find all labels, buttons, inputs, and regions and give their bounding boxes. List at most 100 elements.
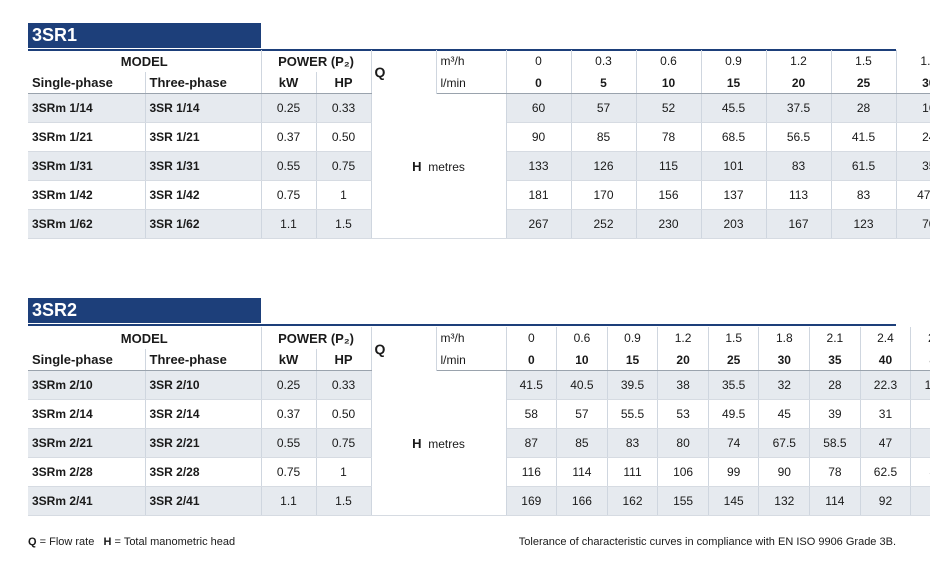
model-header: MODEL	[28, 50, 262, 72]
head-value: 167	[766, 209, 832, 239]
head-value: 40.5	[556, 370, 608, 400]
legend: Q = Flow rate H = Total manometric head	[28, 536, 235, 548]
flow-lmin-value: 15	[701, 72, 767, 94]
flow-lmin-value: 35	[809, 349, 861, 371]
head-value: 90	[758, 457, 811, 487]
power-header: POWER (P₂)	[261, 50, 372, 72]
power-kw: 0.37	[261, 122, 317, 152]
kw-header: kW	[261, 72, 317, 94]
power-kw: 0.75	[261, 457, 317, 487]
power-kw: 0.55	[261, 151, 317, 181]
head-value: 90	[506, 122, 572, 152]
power-hp: 0.33	[316, 370, 372, 400]
head-value: 57	[556, 399, 608, 429]
kw-header: kW	[261, 349, 317, 371]
head-value: 62.5	[860, 457, 912, 487]
flow-lmin-value: 0	[506, 349, 558, 371]
head-value: 111	[607, 457, 659, 487]
head-value: 115	[636, 151, 702, 181]
flow-m3h-value: 1.8	[920, 54, 930, 68]
head-value: 145	[708, 486, 760, 516]
power-kw: 0.75	[261, 180, 317, 210]
single-phase-model: 3SRm 2/41	[28, 486, 146, 516]
single-phase-model: 3SRm 1/31	[28, 151, 146, 181]
three-phase-model: 3SR 1/14	[145, 93, 262, 123]
power-hp: 1	[316, 457, 372, 487]
title-rule	[28, 324, 896, 326]
flow-m3h-value: 1.2	[657, 327, 709, 349]
table-row: 3SRm 2/21 3SR 2/21 0.55 0.75 87 85 83 80 74 67.5 5…	[28, 428, 930, 458]
power-hp: 0.50	[316, 122, 372, 152]
head-value: 39.5	[607, 370, 659, 400]
power-kw: 0.25	[261, 93, 317, 123]
table-title: 3SR2	[28, 298, 261, 323]
head-value: 58.5	[809, 428, 861, 458]
model-header: MODEL	[28, 327, 262, 349]
head-value: 155	[657, 486, 709, 516]
head-value: 101	[701, 151, 767, 181]
three-phase-model: 3SR 1/21	[145, 122, 262, 152]
head-value: 87	[506, 428, 558, 458]
three-phase-model: 3SR 2/28	[145, 457, 262, 487]
power-hp: 0.75	[316, 428, 372, 458]
power-kw: 0.55	[261, 428, 317, 458]
three-phase-model: 3SR 1/42	[145, 180, 262, 210]
head-label: H metres	[371, 93, 507, 239]
flow-lmin-value: 0	[506, 72, 572, 94]
flow-m3h-value: 1.5	[831, 50, 897, 72]
power-hp: 0.75	[316, 151, 372, 181]
head-value: 32	[758, 370, 811, 400]
three-phase-model: 3SR 1/31	[145, 151, 262, 181]
head-value: 28	[809, 370, 861, 400]
head-value: 41.5	[506, 370, 558, 400]
head-value: 61.5	[831, 151, 897, 181]
table-row: 3SRm 1/42 3SR 1/42 0.75 1 181 170 156 137 113 83 4…	[28, 180, 930, 210]
head-value: 267	[506, 209, 572, 239]
flow-lmin-value: 30	[758, 349, 811, 371]
head-value: 47.5	[896, 180, 930, 210]
three-phase-model: 3SR 2/10	[145, 370, 262, 400]
flow-lmin-value: 10	[556, 349, 608, 371]
head-value: 33	[910, 428, 930, 458]
flow-m3h-value: 0	[506, 327, 558, 349]
three-phase-model: 3SR 2/21	[145, 428, 262, 458]
head-value: 15.5	[910, 370, 930, 400]
single-phase-model: 3SRm 1/14	[28, 93, 146, 123]
head-value: 39	[809, 399, 861, 429]
head-value: 70	[896, 209, 930, 239]
single-phase-model: 3SRm 1/42	[28, 180, 146, 210]
table-title: 3SR1	[28, 23, 261, 48]
single-phase-model: 3SRm 1/21	[28, 122, 146, 152]
table-row: 3SRm 2/10 3SR 2/10 0.25 0.33 H metres 41.5 40.…	[28, 370, 930, 516]
head-value: 252	[571, 209, 637, 239]
flow-m3h-value: 2.4	[860, 327, 912, 349]
head-value: 58	[506, 399, 558, 429]
flow-m3h-value: 0	[506, 50, 572, 72]
head-value: 166	[556, 486, 608, 516]
flow-unit-m3h: m³/h	[436, 327, 507, 349]
legend-h-desc: = Total manometric head	[114, 536, 236, 548]
flow-m3h-value: 1.5	[708, 327, 760, 349]
head-value: 126	[571, 151, 637, 181]
head-symbol: H	[412, 158, 422, 174]
head-value: 37.5	[766, 93, 832, 123]
head-value: 44	[910, 457, 930, 487]
single-phase-model: 3SRm 2/21	[28, 428, 146, 458]
flow-m3h-value: 2.7	[911, 327, 930, 349]
head-value: 68.5	[701, 122, 767, 152]
single-phase-model: 3SRm 2/14	[28, 399, 146, 429]
head-value: 85	[571, 122, 637, 152]
flow-m3h-value: 0.6	[556, 327, 608, 349]
head-value: 114	[809, 486, 861, 516]
table-row: 3SRm 1/14 3SR 1/14 0.25 0.33 H metres 60 57 52 4…	[28, 93, 930, 239]
legend-q-desc: = Flow rate	[39, 536, 95, 548]
flow-m3h-value: 2.1	[809, 327, 861, 349]
head-value: 45.5	[701, 93, 767, 123]
head-value: 57	[571, 93, 637, 123]
head-value: 67.5	[758, 428, 811, 458]
head-value: 16	[896, 93, 930, 123]
table-row: 3SRm 1/21 3SR 1/21 0.37 0.50 90 85 78 68.5 56.5 4…	[28, 122, 930, 152]
flow-lmin-value: 45	[910, 349, 930, 371]
flow-lmin-value: 20	[657, 349, 709, 371]
head-value: 114	[556, 457, 608, 487]
